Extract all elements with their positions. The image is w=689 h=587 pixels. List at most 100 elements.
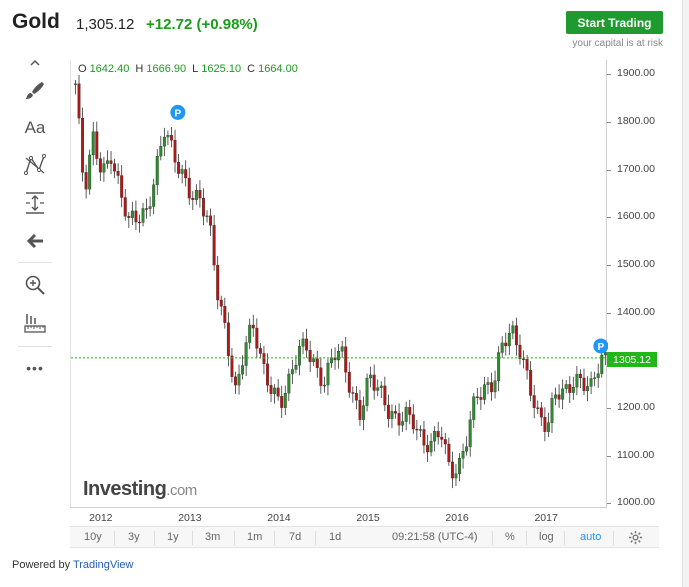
candle-body [568,384,572,393]
candle-body [130,210,134,218]
settings-gear-icon[interactable] [628,530,643,550]
time-axis[interactable]: 2012 2013 2014 2015 2016 2017 [70,508,607,526]
candle-body [401,421,405,426]
candle-body [294,365,298,370]
candle-body [397,413,401,426]
range-3m-button[interactable]: 3m [205,531,221,543]
investing-watermark: Investing.com [83,478,197,501]
candlestick-chart[interactable]: PP [71,60,609,508]
candle-body [436,431,440,438]
marker-p-icon [593,338,609,354]
y-tick-label: 1600.00 [617,210,655,223]
y-tick-label: 1800.00 [617,114,655,127]
separator [492,531,493,545]
candle-body [372,374,376,391]
separator [526,531,527,545]
toolbar-divider [18,346,52,347]
candle-body [141,208,145,223]
candle-body [337,351,341,361]
candle-body [262,353,266,364]
candle-body [458,458,461,474]
range-1y-button[interactable]: 1y [167,531,179,543]
text-icon[interactable]: Aa [24,118,46,137]
powered-by: Powered by TradingView [12,559,134,571]
candle-body [525,359,529,371]
scroll-up-icon[interactable] [18,56,52,70]
candle-body [198,190,202,199]
candle-body [280,396,284,408]
candle-body [219,299,223,307]
percent-toggle[interactable]: % [505,531,515,543]
page-scrollbar[interactable] [682,0,689,587]
measure-icon[interactable] [18,188,52,218]
start-trading-button[interactable]: Start Trading [566,11,663,34]
tradingview-link[interactable]: TradingView [72,559,134,571]
candle-body [159,145,163,157]
pattern-icon[interactable] [18,150,52,180]
log-toggle[interactable]: log [539,531,554,543]
candle-body [148,206,152,209]
y-tick-mark [607,407,611,409]
candle-body [226,322,230,357]
candle-body [365,377,369,406]
x-tick-label: 2014 [267,512,291,524]
candle-body [305,338,309,351]
toolbar-divider [18,262,52,263]
candle-body [561,388,565,400]
drawing-toolbar: Aa ••• [10,59,60,528]
candle-body [347,372,351,393]
candle-body [330,357,333,364]
zoom-icon[interactable] [18,270,52,300]
candle-body [308,350,312,362]
candle-body [109,160,113,164]
candle-body [593,377,597,379]
candle-body [514,325,518,346]
more-icon[interactable]: ••• [26,360,44,376]
candle-body [84,172,88,190]
candle-body [468,419,472,447]
candle-body [88,154,92,190]
candle-body [290,369,294,375]
candle-body [404,407,408,422]
candle-body [429,440,433,453]
auto-toggle[interactable]: auto [580,531,602,543]
candle-body [177,162,181,174]
clock-timezone[interactable]: 09:21:58 (UTC-4) [392,531,478,543]
range-1m-button[interactable]: 1m [247,531,263,543]
brush-icon[interactable] [18,76,52,106]
candle-body [386,404,390,419]
y-tick-mark [607,169,611,171]
range-1d-button[interactable]: 1d [329,531,342,543]
range-10y-button[interactable]: 10y [84,531,102,543]
candle-body [237,373,241,386]
candle-body [212,225,216,266]
candle-body [507,332,511,347]
candle-body [486,382,490,385]
y-tick-label: 1200.00 [617,400,655,413]
candle-body [461,451,465,459]
risk-note: your capital is at risk [572,38,663,49]
high-value: 1666.90 [146,63,187,75]
x-tick-label: 2013 [178,512,202,524]
price-axis[interactable]: 1900.00 1800.00 1700.00 1600.00 1500.00 1400.… [607,60,659,508]
candle-body [351,392,355,394]
range-3y-button[interactable]: 3y [128,531,140,543]
candle-body [91,131,95,156]
candle-body [600,354,604,374]
candle-body [511,325,515,334]
range-7d-button[interactable]: 7d [289,531,302,543]
candle-body [472,396,476,420]
candle-body [81,117,85,173]
candle-body [422,429,426,446]
close-label: C [247,63,256,75]
instrument-title: Gold [12,10,60,33]
separator [274,531,275,545]
candle-body [340,346,344,352]
candle-body [283,393,287,408]
ohlc-legend: O 1642.40 H 1666.90 L 1625.10 C 1664.00 [78,63,301,75]
candle-body [180,169,184,174]
candle-body [106,160,109,164]
ruler-icon[interactable] [18,308,52,338]
back-arrow-icon[interactable] [18,226,52,256]
